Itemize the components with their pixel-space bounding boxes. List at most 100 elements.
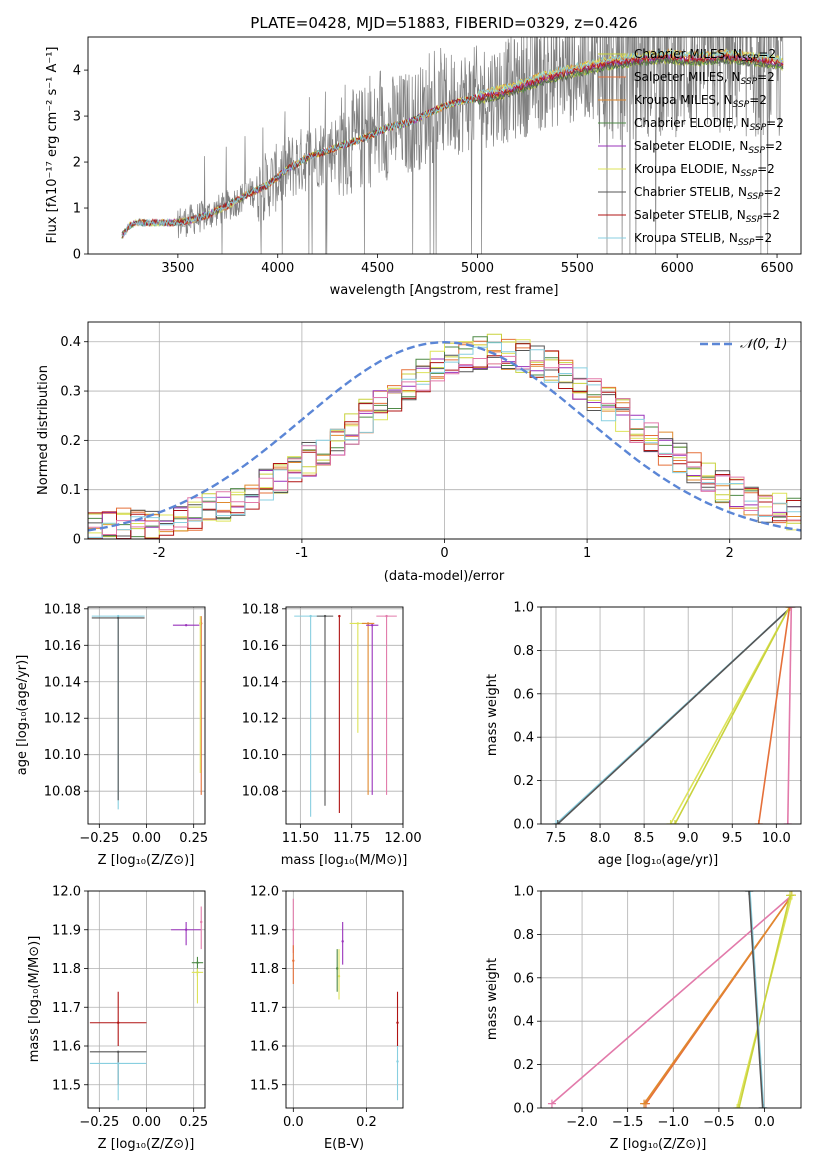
spectrum-ylabel: Flux [fλ10⁻¹⁷ erg cm⁻² s⁻¹ A⁻¹] bbox=[45, 47, 60, 244]
xtick-label: 2 bbox=[726, 546, 734, 561]
xtick-label: 0 bbox=[440, 546, 448, 561]
weight-line bbox=[643, 894, 793, 1105]
normal-curve bbox=[88, 340, 801, 532]
ytick-label: 10.10 bbox=[44, 748, 81, 763]
xtick-label: −1.5 bbox=[612, 1115, 644, 1130]
legend-name: Salpeter MILES, N bbox=[634, 70, 741, 84]
legend-sub: SSP bbox=[746, 215, 763, 225]
weight-marker bbox=[734, 1104, 743, 1108]
data-point bbox=[116, 1021, 120, 1024]
weight-marker bbox=[759, 1104, 768, 1108]
axes-frame bbox=[540, 606, 802, 825]
ytick-label: 0.2 bbox=[513, 774, 534, 789]
weight-marker bbox=[733, 1104, 742, 1108]
weight-line bbox=[748, 891, 764, 1108]
ytick-label: 0.4 bbox=[513, 731, 534, 746]
legend-entry: Chabrier ELODIE, NSSP=2 bbox=[634, 116, 784, 133]
ytick-label: 1.0 bbox=[513, 885, 534, 900]
errorbar-plot-area bbox=[91, 614, 203, 810]
spectrum-xlabel: wavelength [Angstrom, rest frame] bbox=[330, 283, 559, 298]
data-point bbox=[385, 614, 388, 618]
xtick-label: 11.75 bbox=[333, 831, 370, 846]
ytick-label: 11.7 bbox=[52, 1001, 81, 1016]
weight-line bbox=[738, 895, 791, 1108]
xtick-label: 4500 bbox=[361, 261, 394, 276]
ytick-label: 10.16 bbox=[242, 639, 279, 654]
data-point bbox=[396, 1060, 399, 1063]
data-point bbox=[184, 624, 188, 627]
data-point bbox=[292, 959, 295, 962]
weight-line bbox=[557, 607, 792, 824]
data-point bbox=[371, 624, 374, 627]
xtick-label: 6000 bbox=[661, 261, 694, 276]
errorbar-plot-area bbox=[89, 906, 204, 1101]
data-point bbox=[335, 967, 339, 970]
axes-frame bbox=[87, 321, 802, 540]
weight-marker bbox=[783, 820, 792, 824]
data-point bbox=[116, 614, 120, 618]
mass-z-ylabel: mass [log₁₀(M/M⊙)] bbox=[27, 936, 42, 1063]
ytick-label: 11.6 bbox=[52, 1040, 81, 1055]
xtick-label: 3500 bbox=[161, 261, 194, 276]
spectrum-plot-area bbox=[121, 37, 784, 254]
ytick-label: 12.0 bbox=[250, 885, 279, 900]
xtick-label: -1 bbox=[295, 546, 308, 561]
data-point bbox=[341, 940, 344, 943]
xtick-label: 10.0 bbox=[762, 831, 791, 846]
xtick-label: 0.00 bbox=[132, 1115, 161, 1130]
xtick-label: −2.0 bbox=[566, 1115, 598, 1130]
axes-frame bbox=[285, 606, 404, 825]
histogram-step-9 bbox=[88, 355, 801, 539]
weight-marker bbox=[787, 607, 796, 611]
weight-line bbox=[749, 891, 765, 1108]
ytick-label: 0.8 bbox=[513, 644, 534, 659]
ytick-label: 10.18 bbox=[242, 602, 279, 617]
weight-marker bbox=[547, 1099, 556, 1108]
legend-suffix: =2 bbox=[758, 47, 776, 61]
axes-frame bbox=[87, 36, 802, 255]
legend-sub: SSP bbox=[741, 77, 758, 87]
legend-name: Salpeter ELODIE, N bbox=[634, 139, 748, 153]
weight-line bbox=[786, 607, 793, 824]
data-point bbox=[196, 971, 199, 974]
mass-z-xlabel: Z [log₁₀(Z/Z⊙)] bbox=[98, 1137, 195, 1152]
weight-marker bbox=[666, 820, 675, 824]
line-plot-area bbox=[547, 891, 796, 1108]
ytick-label: 0.2 bbox=[60, 434, 81, 449]
data-point bbox=[184, 928, 188, 931]
histogram-plot-area bbox=[88, 333, 801, 539]
ytick-label: 11.5 bbox=[52, 1078, 81, 1093]
legend-suffix: =2 bbox=[757, 70, 775, 84]
ytick-label: 11.9 bbox=[52, 923, 81, 938]
xtick-label: 8.5 bbox=[634, 831, 655, 846]
legend-entry: Kroupa STELIB, NSSP=2 bbox=[634, 231, 772, 248]
data-point bbox=[366, 622, 370, 625]
xtick-label: 0.0 bbox=[283, 1115, 304, 1130]
ytick-label: 10.08 bbox=[44, 785, 81, 800]
xtick-label: 0.0 bbox=[754, 1115, 775, 1130]
legend-sub: SSP bbox=[748, 146, 765, 156]
xtick-label: 5000 bbox=[461, 261, 494, 276]
legend-entry: Salpeter MILES, NSSP=2 bbox=[634, 70, 775, 87]
data-point bbox=[116, 1062, 120, 1065]
age-mass-xlabel: mass [log₁₀(M/M⊙)] bbox=[281, 853, 408, 868]
data-point bbox=[323, 614, 327, 618]
spectrum-title: PLATE=0428, MJD=51883, FIBERID=0329, z=0… bbox=[250, 14, 637, 32]
weight-marker bbox=[785, 607, 794, 611]
legend-name: Salpeter STELIB, N bbox=[634, 208, 746, 222]
ytick-label: 10.14 bbox=[242, 675, 279, 690]
weight-marker bbox=[758, 1104, 767, 1108]
ytick-label: 0.1 bbox=[60, 483, 81, 498]
ytick-label: 0 bbox=[73, 533, 81, 548]
axes-frame bbox=[285, 890, 404, 1109]
legend-suffix: =2 bbox=[762, 208, 780, 222]
xtick-label: 11.50 bbox=[282, 831, 319, 846]
xtick-label: 7.5 bbox=[546, 831, 567, 846]
data-point bbox=[337, 975, 341, 978]
xtick-label: 0.25 bbox=[179, 831, 208, 846]
data-point bbox=[356, 622, 360, 625]
xtick-label: 1 bbox=[583, 546, 591, 561]
data-point bbox=[309, 614, 312, 618]
legend-name: Kroupa STELIB, N bbox=[634, 231, 738, 245]
